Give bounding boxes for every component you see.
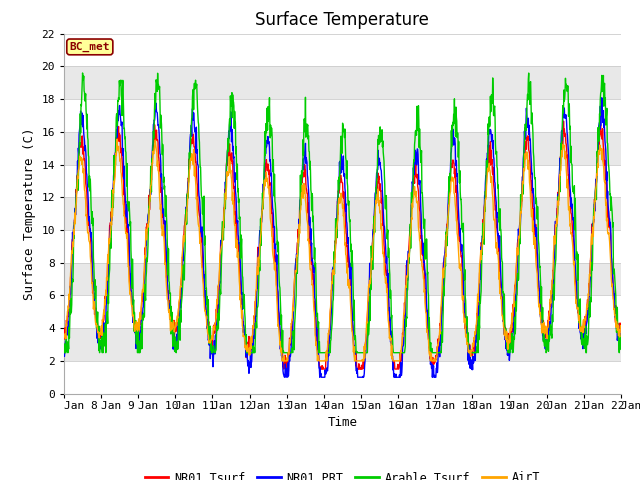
Bar [64,295,621,328]
Bar [64,197,621,230]
X-axis label: Time: Time [328,416,357,429]
Bar [64,99,621,132]
Text: BC_met: BC_met [70,42,110,52]
Bar [64,34,621,66]
Bar [64,361,621,394]
Title: Surface Temperature: Surface Temperature [255,11,429,29]
Bar [64,132,621,165]
Bar [64,230,621,263]
Bar [64,328,621,361]
Bar [64,165,621,197]
Bar [64,263,621,295]
Bar [64,66,621,99]
Y-axis label: Surface Temperature (C): Surface Temperature (C) [23,127,36,300]
Legend: NR01_Tsurf, NR01_PRT, Arable_Tsurf, AirT: NR01_Tsurf, NR01_PRT, Arable_Tsurf, AirT [140,466,545,480]
